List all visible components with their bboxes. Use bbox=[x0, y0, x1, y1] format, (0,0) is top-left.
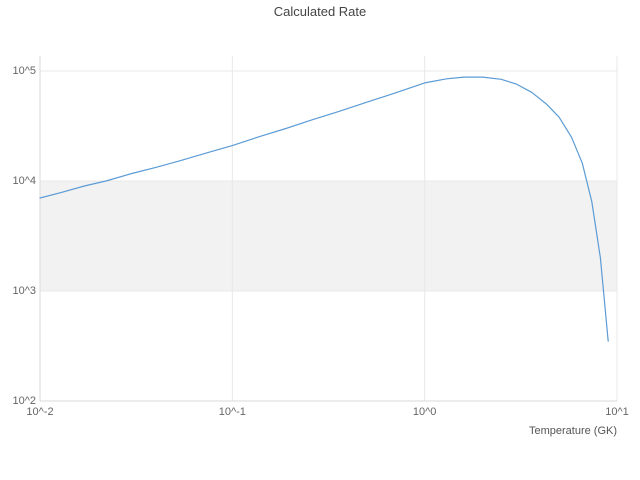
y-tick-label: 10^4 bbox=[12, 175, 36, 187]
x-axis-label: Temperature (GK) bbox=[528, 425, 617, 437]
y-tick-label: 10^2 bbox=[12, 395, 36, 407]
y-tick-label: 10^5 bbox=[12, 65, 36, 77]
chart-title: Calculated Rate bbox=[273, 4, 367, 19]
x-tick-label: 10^-2 bbox=[26, 406, 54, 418]
rate-line bbox=[39, 76, 609, 342]
x-tick-label: 10^1 bbox=[605, 406, 629, 418]
x-tick-label: 10^-1 bbox=[218, 406, 246, 418]
highlight-band bbox=[40, 181, 617, 291]
y-tick-label: 10^3 bbox=[12, 285, 36, 297]
x-tick-label: 10^0 bbox=[412, 406, 437, 418]
